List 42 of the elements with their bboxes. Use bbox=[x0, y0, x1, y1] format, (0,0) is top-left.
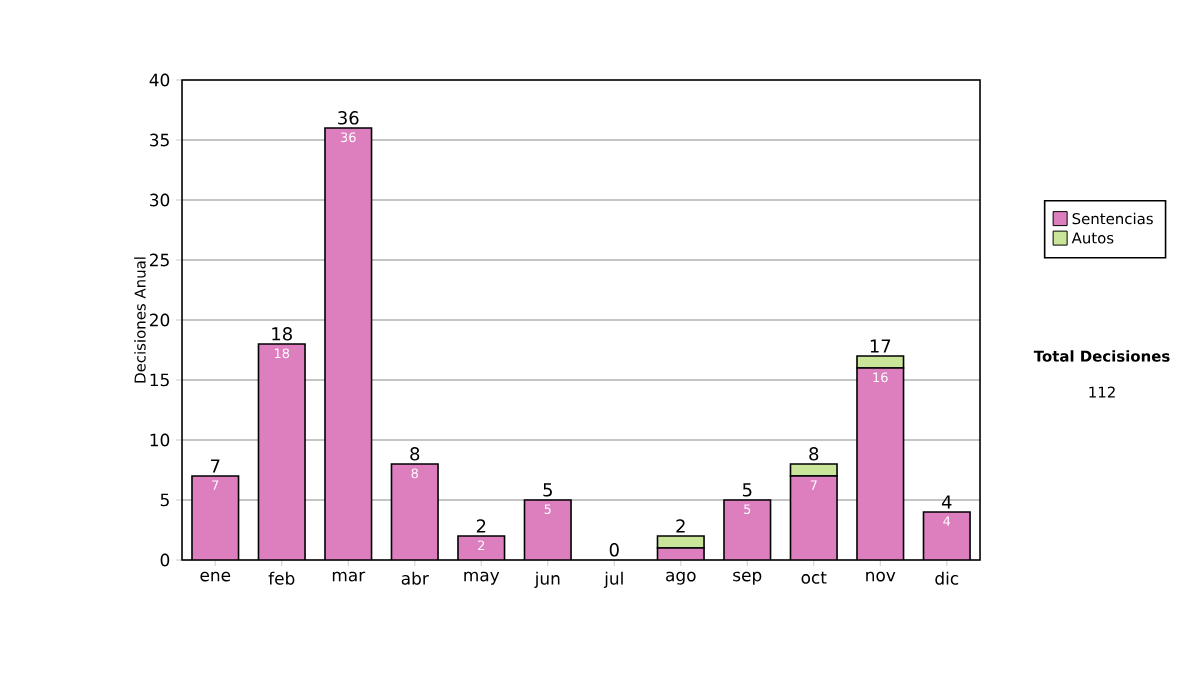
y-tick-label: 35 bbox=[150, 133, 169, 147]
bar bbox=[789, 475, 838, 560]
bar bbox=[324, 127, 372, 560]
y-tick-label: 5 bbox=[160, 493, 169, 507]
x-tick-label: oct bbox=[801, 571, 827, 584]
x-tick-label: ene bbox=[200, 571, 231, 582]
total-label: 17 bbox=[870, 339, 891, 353]
bar bbox=[258, 344, 306, 560]
x-tick-label: ago bbox=[666, 571, 696, 585]
bar bbox=[191, 476, 239, 560]
y-tick-label: 10 bbox=[150, 433, 170, 447]
total-label: 5 bbox=[543, 483, 552, 497]
bar bbox=[922, 511, 971, 560]
total-label: 7 bbox=[211, 459, 220, 473]
total-label: 18 bbox=[272, 327, 292, 341]
total-label: 2 bbox=[476, 519, 486, 533]
y-tick-label: 15 bbox=[150, 373, 169, 387]
y-tick-label: 0 bbox=[160, 553, 170, 567]
y-tick-label: 40 bbox=[149, 73, 170, 87]
total-label: 4 bbox=[941, 495, 952, 509]
x-tick-label: abr bbox=[401, 571, 429, 585]
bar bbox=[524, 500, 572, 560]
total-label: 8 bbox=[809, 447, 819, 461]
bar bbox=[856, 367, 905, 560]
x-tick-label: nov bbox=[866, 571, 896, 582]
x-tick-label: dic bbox=[935, 571, 959, 585]
x-tick-label: jun bbox=[534, 571, 560, 589]
total-label: 2 bbox=[676, 519, 685, 533]
bar bbox=[391, 464, 439, 560]
x-tick-label: jul bbox=[603, 571, 623, 589]
y-tick-label: 20 bbox=[150, 313, 170, 327]
total-label: 0 bbox=[609, 543, 619, 557]
y-tick-label: 30 bbox=[150, 193, 170, 207]
total-label: 8 bbox=[410, 447, 420, 461]
y-tick-label: 25 bbox=[150, 253, 169, 267]
x-tick-label: sep bbox=[733, 571, 762, 585]
x-tick-label: feb bbox=[268, 571, 295, 585]
total-label: 5 bbox=[742, 483, 752, 497]
x-tick-label: may bbox=[464, 571, 500, 585]
bar bbox=[723, 499, 772, 560]
x-tick-label: mar bbox=[332, 571, 366, 582]
total-label: 36 bbox=[338, 111, 359, 125]
